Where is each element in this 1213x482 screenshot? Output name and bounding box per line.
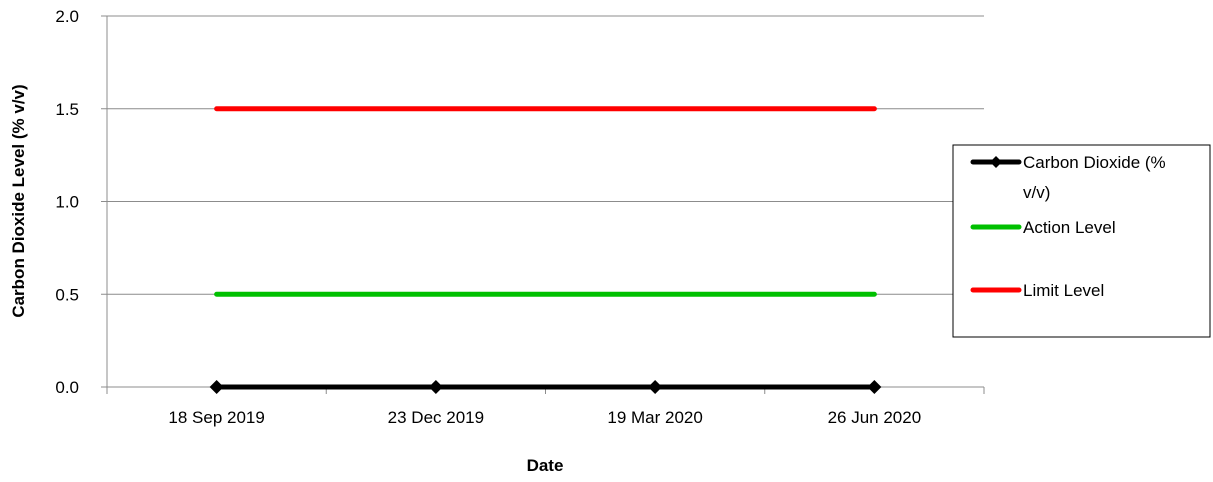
legend: Carbon Dioxide (% v/v) Action Level Limit L… xyxy=(952,144,1211,338)
legend-entry-1: Action Level xyxy=(970,218,1116,237)
legend-entry-2: Limit Level xyxy=(970,281,1104,300)
data-point-0-3 xyxy=(867,380,882,394)
y-tick-labels: 0.0 0.5 1.0 1.5 2.0 xyxy=(55,7,79,397)
y-tick-label-1: 0.5 xyxy=(55,285,79,304)
y-tick-label-3: 1.5 xyxy=(55,100,79,119)
legend-entries: Carbon Dioxide (% v/v) Action Level Limit L… xyxy=(970,153,1166,300)
series xyxy=(209,106,882,394)
legend-label-0: Carbon Dioxide (% v/v) xyxy=(1023,153,1166,202)
x-axis-title: Date xyxy=(527,456,564,475)
y-axis-title: Carbon Dioxide Level (% v/v) xyxy=(9,84,28,317)
y-tick-label-2: 1.0 xyxy=(55,193,79,212)
data-point-0-2 xyxy=(648,380,663,394)
legend-label-1: Action Level xyxy=(1023,218,1116,237)
legend-marker-0 xyxy=(990,156,1002,168)
series-0 xyxy=(209,380,882,394)
x-tick-label-0: 18 Sep 2019 xyxy=(168,408,264,427)
grid-lines xyxy=(107,15,984,295)
x-tick-labels: 18 Sep 2019 23 Dec 2019 19 Mar 2020 26 Jun … xyxy=(168,408,921,427)
axes xyxy=(101,15,985,394)
y-tick-label-4: 2.0 xyxy=(55,7,79,26)
legend-entry-0: Carbon Dioxide (% v/v) xyxy=(970,153,1166,202)
legend-box xyxy=(952,144,1211,338)
y-tick-label-0: 0.0 xyxy=(55,378,79,397)
x-tick-label-3: 26 Jun 2020 xyxy=(828,408,922,427)
x-tick-label-1: 23 Dec 2019 xyxy=(388,408,484,427)
x-tick-label-2: 19 Mar 2020 xyxy=(607,408,702,427)
data-point-0-1 xyxy=(428,380,443,394)
data-point-0-0 xyxy=(209,380,224,394)
legend-label-2: Limit Level xyxy=(1023,281,1104,300)
